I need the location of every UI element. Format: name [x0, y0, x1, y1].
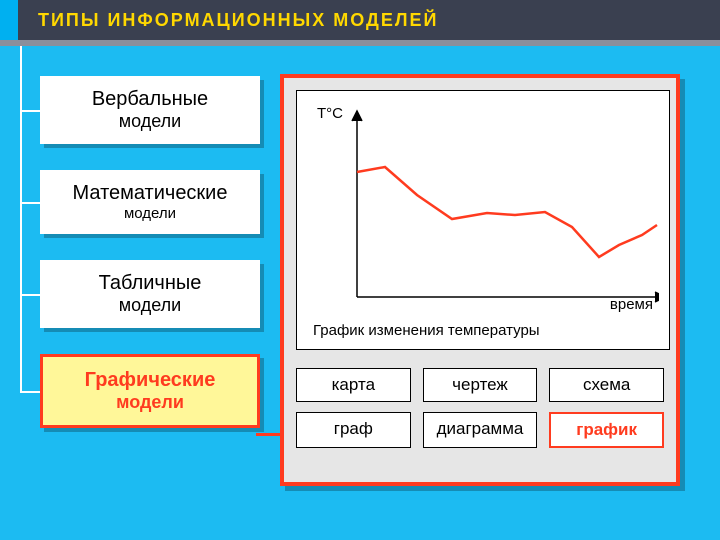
model-type-line2: модели — [49, 392, 251, 413]
tree-connector-horizontal — [20, 391, 40, 393]
tree-connector-horizontal — [20, 294, 40, 296]
detail-panel-graphical-models: Т°С время График изменения температуры к… — [280, 74, 680, 486]
subtype-чертеж: чертеж — [423, 368, 538, 402]
model-type-card-2: Табличныемодели — [40, 260, 260, 328]
subtype-карта: карта — [296, 368, 411, 402]
model-type-card-1: Математическиемодели — [40, 170, 260, 234]
chart-caption: График изменения температуры — [313, 322, 540, 339]
subtype-диаграмма: диаграмма — [423, 412, 538, 448]
subtype-график: график — [549, 412, 664, 448]
subtype-схема: схема — [549, 368, 664, 402]
subtype-граф: граф — [296, 412, 411, 448]
model-type-line1: Графические — [85, 369, 216, 391]
model-type-card-0: Вербальныемодели — [40, 76, 260, 144]
model-type-card-3: Графическиемодели — [40, 354, 260, 428]
title-bar: ТИПЫ ИНФОРМАЦИОННЫХ МОДЕЛЕЙ — [0, 0, 720, 40]
model-type-line2: модели — [46, 205, 254, 222]
model-type-line1: Табличные — [99, 272, 202, 294]
model-type-line1: Математические — [73, 182, 228, 204]
model-type-line1: Вербальные — [92, 88, 208, 110]
page-title: ТИПЫ ИНФОРМАЦИОННЫХ МОДЕЛЕЙ — [38, 10, 438, 31]
temperature-chart: Т°С время График изменения температуры — [296, 90, 670, 350]
model-type-list: ВербальныемоделиМатематическиемоделиТабл… — [40, 76, 265, 454]
model-type-line2: модели — [46, 111, 254, 132]
model-type-line2: модели — [46, 295, 254, 316]
tree-connector-horizontal — [20, 202, 40, 204]
tree-connector-vertical — [20, 46, 22, 391]
main-area: ВербальныемоделиМатематическиемоделиТабл… — [0, 46, 720, 540]
chart-svg — [309, 99, 659, 309]
connector-highlight-to-panel — [256, 433, 282, 436]
subtype-grid: карта чертеж схема граф диаграмма график — [296, 368, 664, 448]
tree-connector-horizontal — [20, 110, 40, 112]
